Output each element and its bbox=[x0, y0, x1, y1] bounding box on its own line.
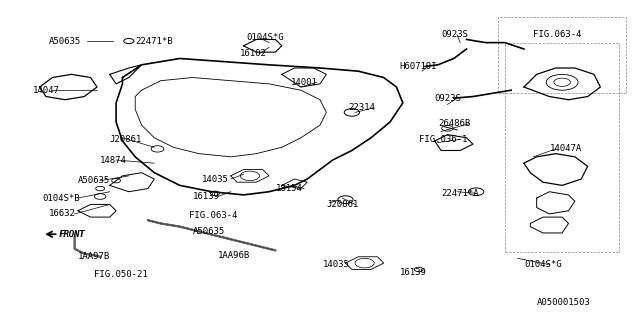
Text: 0104S*G: 0104S*G bbox=[524, 260, 561, 269]
Text: 14047A: 14047A bbox=[549, 144, 582, 153]
Text: 26486B: 26486B bbox=[438, 119, 470, 128]
Text: 14874: 14874 bbox=[100, 156, 127, 164]
Text: 14001: 14001 bbox=[291, 78, 318, 87]
Text: 14035: 14035 bbox=[323, 260, 350, 269]
Text: 22471*A: 22471*A bbox=[441, 189, 479, 198]
Text: J20861: J20861 bbox=[109, 135, 142, 144]
Text: 0923S: 0923S bbox=[435, 94, 461, 103]
Text: 1AA96B: 1AA96B bbox=[218, 251, 250, 260]
Text: A50635: A50635 bbox=[193, 227, 225, 236]
Text: FIG.063-4: FIG.063-4 bbox=[189, 211, 237, 220]
Text: 16139: 16139 bbox=[399, 268, 426, 277]
Text: FRONT: FRONT bbox=[59, 230, 86, 239]
Text: 0104S*G: 0104S*G bbox=[246, 33, 284, 42]
Text: 14035: 14035 bbox=[202, 174, 229, 184]
Text: 1AA97B: 1AA97B bbox=[78, 252, 110, 261]
Text: 0104S*B: 0104S*B bbox=[43, 194, 81, 203]
Text: 0923S: 0923S bbox=[441, 30, 468, 39]
Text: 16139: 16139 bbox=[193, 192, 220, 201]
Text: FIG.050-21: FIG.050-21 bbox=[94, 270, 148, 279]
Text: FIG.036-1: FIG.036-1 bbox=[419, 135, 467, 144]
Text: 18154: 18154 bbox=[275, 184, 302, 193]
Text: FRONT: FRONT bbox=[60, 230, 85, 239]
Text: 22471*B: 22471*B bbox=[135, 36, 173, 45]
Text: 16102: 16102 bbox=[241, 49, 268, 58]
Text: 14047: 14047 bbox=[33, 86, 60, 95]
Text: 22314: 22314 bbox=[349, 103, 376, 112]
Text: A50635: A50635 bbox=[49, 36, 81, 45]
Text: A50635: A50635 bbox=[78, 176, 110, 185]
Text: 16632: 16632 bbox=[49, 209, 76, 219]
Text: H60719I: H60719I bbox=[399, 62, 437, 71]
Text: A050001503: A050001503 bbox=[537, 298, 591, 307]
Text: J20861: J20861 bbox=[326, 200, 358, 209]
Text: FIG.063-4: FIG.063-4 bbox=[534, 30, 582, 39]
